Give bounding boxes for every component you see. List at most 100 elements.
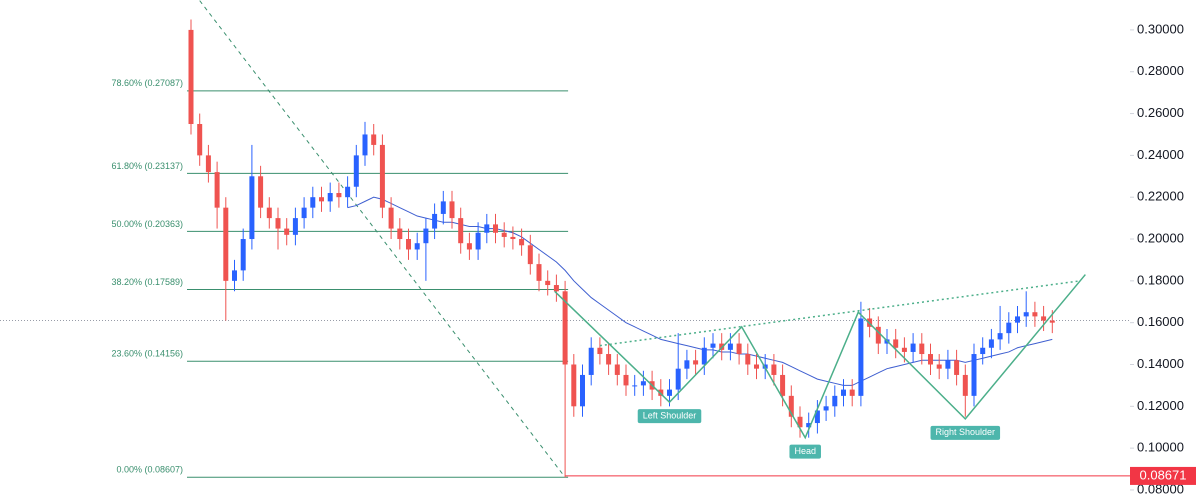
candle-body: [266, 207, 272, 219]
candle-body: [910, 343, 916, 352]
y-tick-label: 0.28000: [1137, 63, 1184, 78]
candle-body: [849, 389, 855, 396]
candle-body: [623, 374, 629, 386]
candle-body: [466, 243, 472, 250]
candle-body: [197, 124, 203, 156]
candle-body: [997, 333, 1003, 340]
candle-body: [310, 197, 316, 208]
candle-body: [432, 213, 438, 229]
fib-label: 78.60% (0.27087): [111, 78, 183, 88]
candle-body: [675, 368, 681, 390]
candle-body: [406, 239, 411, 250]
fib-trend-line: [199, 0, 566, 478]
candle-body: [893, 339, 899, 348]
pattern-label-box: [637, 409, 702, 424]
candle-body: [971, 354, 977, 396]
candle-body: [1015, 316, 1020, 323]
candle-body: [562, 291, 568, 365]
candle-body: [919, 343, 925, 355]
candle-body: [1032, 312, 1038, 317]
candle-body: [936, 364, 942, 369]
y-tick-label: 0.14000: [1137, 356, 1184, 371]
candle-body: [501, 232, 507, 237]
candle-body: [901, 347, 907, 352]
candle-body: [806, 423, 812, 428]
candle-body: [510, 236, 516, 240]
pattern-annotation: Right Shoulder: [930, 425, 1001, 440]
price-tag: [1130, 466, 1196, 485]
candle-body: [258, 176, 264, 208]
y-tick-label: 0.12000: [1137, 398, 1184, 413]
candle-body: [371, 134, 377, 145]
pattern-annotation: Left Shoulder: [637, 409, 702, 424]
candle-body: [606, 354, 612, 365]
y-tick-label: 0.26000: [1137, 105, 1184, 120]
candle-body: [571, 364, 577, 407]
candle-body: [414, 243, 420, 250]
candle-body: [240, 239, 246, 271]
candle-body: [754, 364, 759, 369]
candle-body: [449, 201, 455, 219]
candle-body: [1006, 322, 1012, 334]
candle-body: [232, 270, 237, 281]
candle-body: [780, 374, 786, 396]
fib-label: 23.60% (0.14156): [111, 349, 183, 359]
candle-body: [736, 343, 742, 355]
candle-body: [475, 232, 481, 250]
candle-body: [1023, 312, 1029, 317]
y-tick-label: 0.16000: [1137, 314, 1184, 329]
candle-body: [988, 339, 994, 348]
candle-body: [353, 155, 359, 187]
candle-body: [249, 176, 255, 240]
candle-body: [1049, 320, 1055, 323]
candle-body: [284, 228, 290, 235]
y-tick-label: 0.30000: [1137, 21, 1184, 36]
candle-body: [597, 347, 603, 355]
fib-label: 38.20% (0.17589): [111, 277, 183, 287]
candle-body: [640, 381, 646, 386]
y-tick-label: 0.10000: [1137, 440, 1184, 455]
candle-body: [693, 360, 699, 365]
candle-body: [205, 155, 211, 173]
candle-body: [327, 193, 333, 202]
candle-body: [701, 347, 707, 365]
candle-body: [319, 197, 324, 202]
fib-label: 0.00% (0.08607): [116, 465, 183, 475]
candle-body: [727, 343, 733, 350]
moving-average: [347, 196, 1053, 386]
pattern-label: Head: [794, 446, 816, 456]
candle-body: [527, 245, 533, 265]
candle-body: [632, 385, 638, 387]
y-tick-label: 0.08000: [1137, 481, 1184, 496]
candle-body: [710, 343, 716, 348]
pattern-label-box: [789, 444, 821, 459]
price-tag-label: 0.08671: [1140, 467, 1187, 482]
candle-body: [588, 347, 594, 375]
candle-body: [788, 395, 794, 417]
candle-body: [797, 416, 803, 428]
candle-body: [962, 374, 968, 396]
candle-body: [188, 29, 194, 125]
candle-body: [745, 354, 751, 365]
candle-body: [362, 134, 368, 156]
y-tick-label: 0.24000: [1137, 147, 1184, 162]
fib-label: 50.00% (0.20363): [111, 219, 183, 229]
candle-body: [980, 347, 986, 355]
candle-body: [823, 406, 829, 411]
candle-body: [397, 228, 403, 240]
y-tick-label: 0.22000: [1137, 189, 1184, 204]
candle-body: [814, 410, 820, 424]
neckline: [599, 280, 1081, 347]
candle-body: [536, 264, 542, 281]
candle-body: [301, 207, 307, 219]
candle-body: [440, 201, 446, 214]
candle-body: [580, 374, 585, 407]
candle-body: [553, 285, 559, 292]
candle-body: [223, 207, 229, 281]
y-tick-label: 0.20000: [1137, 230, 1184, 245]
candle-body: [345, 186, 351, 198]
pattern-label-box: [930, 425, 1001, 440]
candle-body: [379, 144, 385, 208]
